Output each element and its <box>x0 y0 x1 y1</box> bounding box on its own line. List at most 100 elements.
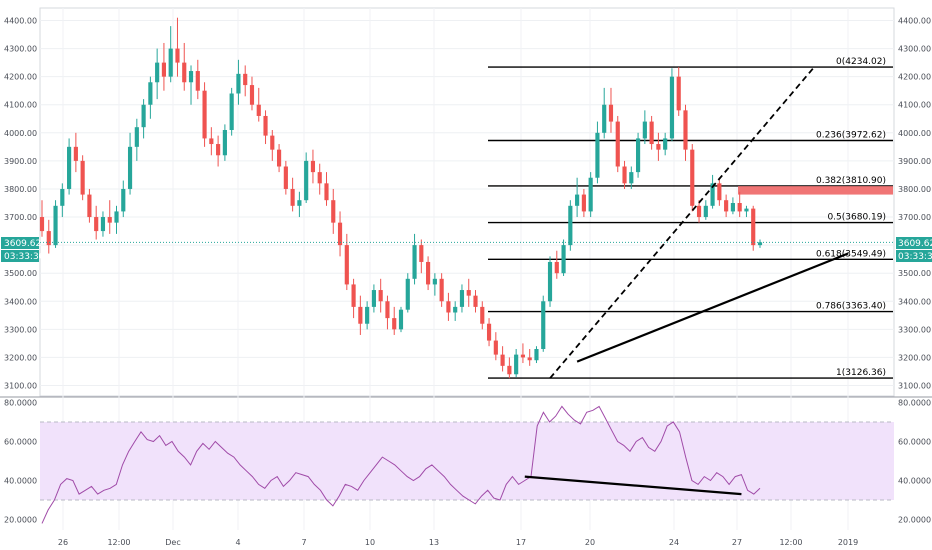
candle-body-up <box>188 71 194 83</box>
candle-body-down <box>486 323 492 341</box>
impulse-dashed-line <box>549 66 815 379</box>
rsi-series <box>41 405 761 524</box>
price-tick-label-right: 4100.00 <box>898 101 931 110</box>
x-tick-label: 26 <box>58 538 68 547</box>
fib-level-label: 0(4234.02) <box>836 57 886 67</box>
rsi-band <box>40 421 894 501</box>
fib-level-label: 0.236(3972.62) <box>816 130 886 140</box>
candle-body-up <box>148 82 153 105</box>
candle-body-down <box>622 166 627 184</box>
candle-body-up <box>757 242 763 246</box>
candle-body-down <box>507 365 512 375</box>
candle-body-up <box>405 278 410 310</box>
candlestick-series <box>39 17 894 379</box>
price-tick-label-right: 3300.00 <box>898 325 931 334</box>
price-tick-label-right: 4000.00 <box>898 129 931 138</box>
last-price-tag-right <box>896 237 932 249</box>
rsi-tick-label-left: 80.0000 <box>4 399 37 408</box>
candle-body-up <box>222 130 227 156</box>
candle-body-up <box>629 172 634 184</box>
candle-body-down <box>426 261 431 285</box>
candle-body-down <box>182 62 187 83</box>
candle-body-up <box>575 194 580 206</box>
candle-body-down <box>473 295 478 307</box>
candle-body-down <box>683 110 688 150</box>
candle-body-down <box>263 115 268 136</box>
price-tick-label-left: 3800.00 <box>4 185 37 194</box>
candle-body-down <box>344 245 349 285</box>
countdown-left: 03:33:36 <box>4 252 45 262</box>
candle-body-down <box>337 222 343 246</box>
fibonacci-retracement[interactable]: 0(4234.02) 0.236(3972.62) 0.382(3810.90) 0.… <box>488 57 893 379</box>
candle-body-down <box>39 217 45 232</box>
candle-body-down <box>466 290 471 296</box>
candle-body-down <box>724 200 729 212</box>
candle-body-down <box>649 121 654 145</box>
candle-body-up <box>155 62 160 83</box>
candle-body-up <box>541 301 546 349</box>
price-tick-label-right: 3900.00 <box>898 157 931 166</box>
candle-body-down <box>317 172 322 184</box>
candle-body-down <box>283 166 288 189</box>
candle-body-up <box>53 205 58 246</box>
x-tick-label: 10 <box>365 538 375 547</box>
candle-body-up <box>459 290 465 307</box>
candle-body-down <box>500 354 505 366</box>
price-tick-label-left: 4400.00 <box>4 17 37 26</box>
candle-body-down <box>581 194 586 212</box>
countdown-right: 03:33:36 <box>898 252 932 262</box>
price-tick-label-left: 3700.00 <box>4 213 37 222</box>
candle-body-down <box>256 104 261 116</box>
candle-body-down <box>690 149 695 206</box>
candle-body-up <box>60 188 65 206</box>
candle-body-down <box>216 144 221 156</box>
price-tick-label-left: 4200.00 <box>4 73 37 82</box>
x-tick-label: 12:00 <box>779 538 802 547</box>
candle-body-up <box>297 200 302 206</box>
rsi-tick-label-left: 60.0000 <box>4 438 37 447</box>
price-tick-label-right: 3800.00 <box>898 185 931 194</box>
candle-body-down <box>87 194 92 218</box>
price-tick-label-left: 3200.00 <box>4 353 37 362</box>
price-tick-label-right: 4300.00 <box>898 45 931 54</box>
candle-body-down <box>270 135 275 150</box>
candle-body-down <box>310 160 316 173</box>
fib-level-label: 0.786(3363.40) <box>816 302 886 312</box>
candle-body-down <box>392 318 397 330</box>
candle-body-down <box>419 245 424 262</box>
candle-body-down <box>351 284 356 307</box>
countdown-tag-right <box>896 250 932 262</box>
x-tick-label: 17 <box>516 538 526 547</box>
candle-body-up <box>412 245 417 279</box>
rsi-tick-label-left: 20.0000 <box>4 516 37 525</box>
candle-body-down <box>202 90 207 139</box>
candle-body-down <box>480 306 485 324</box>
candle-body-down <box>209 138 214 145</box>
candle-body-down <box>385 301 390 319</box>
candle-body-down <box>717 183 722 201</box>
candle-body-up <box>453 306 458 313</box>
price-tick-label-right: 3100.00 <box>898 382 931 391</box>
candle-body-up <box>703 205 708 218</box>
candle-body-up <box>127 146 133 189</box>
trend-drawings[interactable] <box>549 66 849 379</box>
x-tick-label: 12:00 <box>107 538 130 547</box>
candle-body-up <box>547 261 553 302</box>
price-tick-label-left: 3300.00 <box>4 325 37 334</box>
x-tick-label: 2019 <box>838 538 858 547</box>
candle-body-down <box>608 104 614 122</box>
candle-body-down <box>378 290 383 302</box>
last-price-tag-left <box>1 237 39 249</box>
fib-level-label: 0.618(3549.49) <box>816 249 886 259</box>
candle-body-down <box>439 278 444 302</box>
candle-body-down <box>249 85 255 105</box>
candle-body-up <box>669 76 675 139</box>
candle-body-down <box>358 306 363 324</box>
last-price-right: 3609.62 <box>898 239 932 249</box>
candle-body-up <box>663 138 668 150</box>
candle-body-up <box>635 138 641 173</box>
price-tick-label-left: 4000.00 <box>4 129 37 138</box>
candle-body-down <box>324 183 329 201</box>
